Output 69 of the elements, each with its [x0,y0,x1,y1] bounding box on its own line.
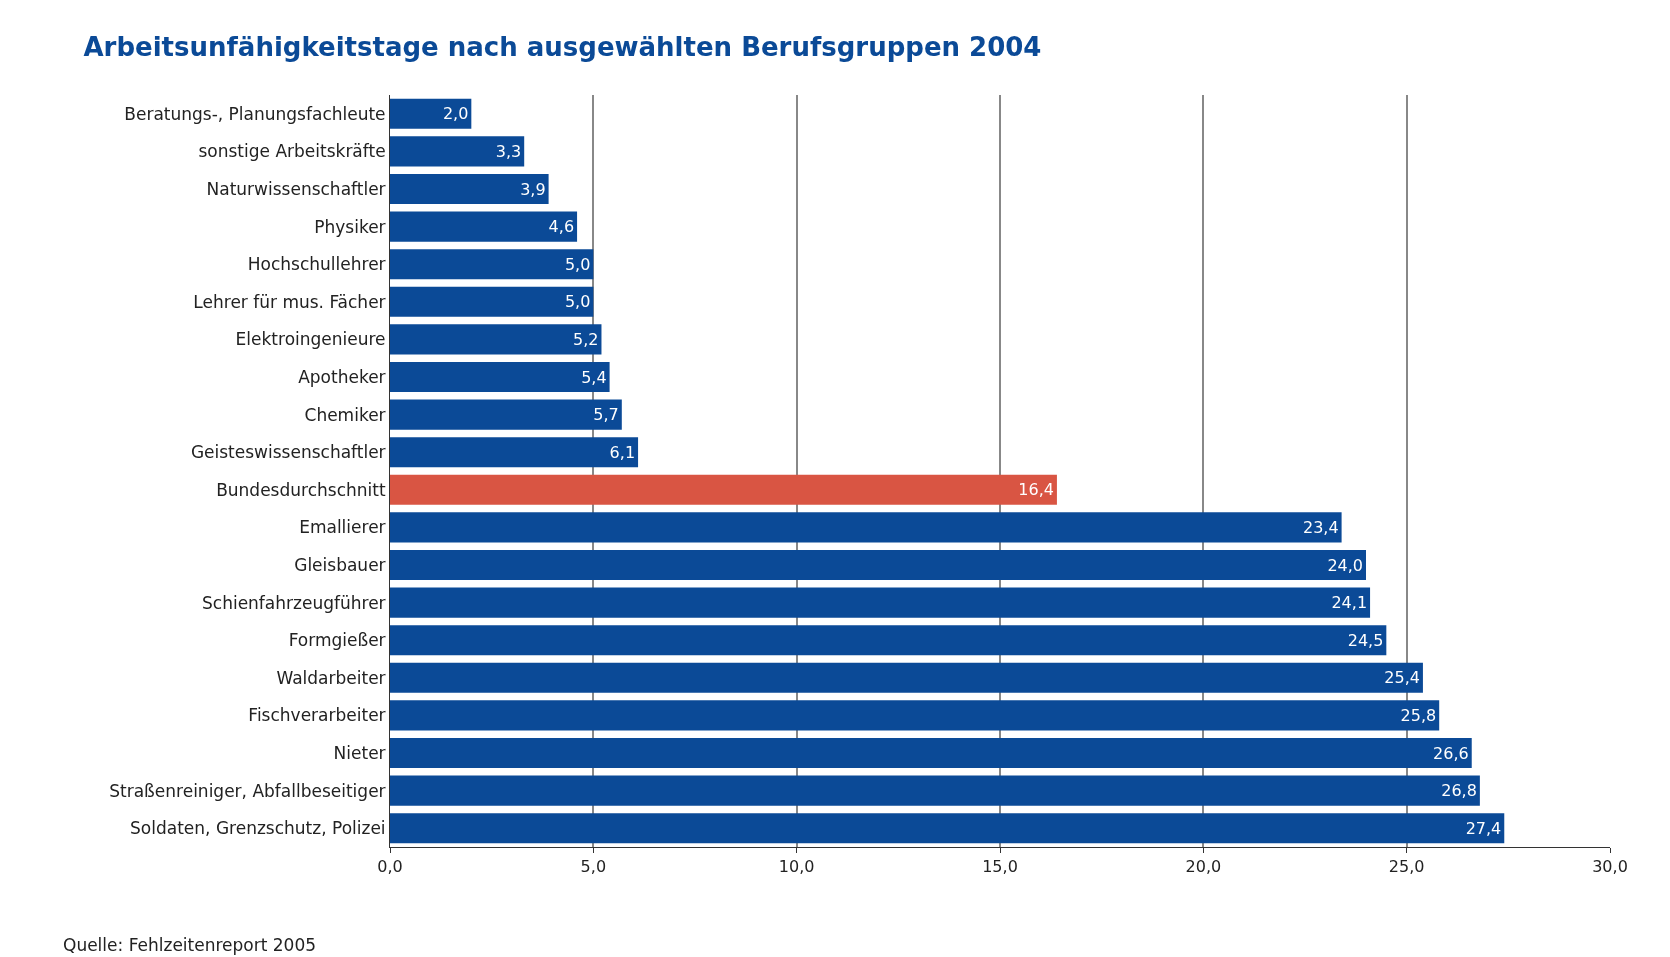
y-tick-label: Chemiker [304,404,386,425]
y-tick-label: Geisteswissenschaftler [190,442,386,463]
data-label: 25,4 [1384,668,1420,688]
y-tick-label: Gleisbauer [294,554,386,575]
bar [390,324,602,355]
data-label: 27,4 [1465,818,1502,838]
y-tick-label: sonstige Arbeitskräfte [198,141,386,162]
x-tick-label: 20,0 [1185,857,1222,877]
bar [390,625,1387,656]
y-tick-label: Fischverarbeiter [248,705,386,726]
data-label: 16,4 [1018,480,1054,500]
y-tick-label: Lehrer für mus. Fächer [193,291,386,312]
bar [390,775,1480,806]
data-label: 3,9 [520,179,546,199]
bar [390,737,1472,769]
data-label: 5,2 [573,329,599,349]
data-label: 23,4 [1302,517,1339,537]
x-tick-label: 25,0 [1388,857,1425,877]
data-label: 25,8 [1400,705,1437,725]
data-label: 24,5 [1347,630,1384,650]
y-tick-label: Schienfahrzeugführer [202,592,386,613]
data-label: 26,8 [1441,781,1477,801]
data-label: 24,1 [1331,593,1368,613]
x-tick-label: 5,0 [580,857,607,877]
bar [390,437,639,468]
y-tick-label: Beratungs-, Planungsfachleute [124,103,386,124]
y-tick-label: Waldarbeiter [276,667,386,688]
bar [390,549,1366,581]
bar [390,512,1342,543]
bar [390,136,525,167]
data-label: 6,1 [609,442,636,462]
bar [390,700,1440,731]
y-tick-label: Physiker [314,216,386,237]
data-label: 3,3 [495,141,522,161]
y-tick-label: Soldaten, Grenzschutz, Polizei [130,818,386,839]
data-label: 26,6 [1433,743,1469,763]
bar [390,286,594,317]
bar [390,173,549,205]
chart-title: Arbeitsunfähigkeitstage nach ausgewählten Berufsgruppen 2004 [83,32,1042,63]
data-label: 2,0 [442,104,469,124]
bar [390,98,472,129]
bar [390,249,594,280]
data-label: 5,0 [564,254,591,274]
data-label: 5,0 [564,292,591,312]
x-tick-label: 0,0 [377,857,403,877]
bar [390,399,622,430]
bar [390,662,1423,693]
x-tick-label: 15,0 [982,857,1018,877]
y-tick-label: Emallierer [299,517,386,538]
y-tick-label: Nieter [333,742,386,763]
bar [390,587,1371,618]
data-label: 24,0 [1327,555,1363,575]
y-tick-label: Straßenreiniger, Abfallbeseitiger [109,780,386,801]
y-tick-label: Hochschullehrer [247,254,386,275]
data-label: 5,4 [581,367,607,387]
y-tick-label: Bundesdurchschnitt [216,479,386,500]
y-tick-label: Apotheker [298,366,386,387]
bar [390,813,1505,844]
y-tick-label: Naturwissenschaftler [206,178,386,199]
y-tick-label: Formgießer [288,630,386,651]
x-tick-label: 30,0 [1592,857,1628,877]
x-tick-label: 10,0 [778,857,815,877]
bar [390,474,1057,505]
bar [390,361,610,393]
bar [390,211,578,242]
source-note: Quelle: Fehlzeitenreport 2005 [63,935,317,955]
y-tick-label: Elektroingenieure [235,329,386,350]
data-label: 5,7 [593,405,619,425]
data-label: 4,6 [548,217,575,237]
